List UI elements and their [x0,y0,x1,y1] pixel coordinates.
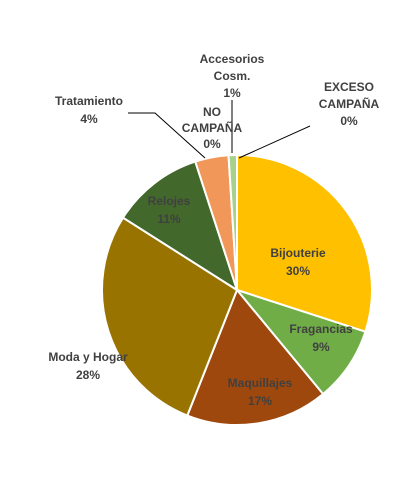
slice-value-tratamiento: 4% [80,112,98,126]
slice-value-accesorios-cosm: 1% [223,86,241,100]
slice-label-bijouterie: Bijouterie 30% [270,246,326,278]
slice-value-exceso-campana: 0% [340,114,358,128]
slice-bijouterie [236,153,373,333]
slice-label-relojes: Relojes 11% [148,194,191,226]
slice-label-maquillajes: Maquillajes 17% [228,376,293,408]
slice-value-no-campana: 0% [203,137,221,151]
slice-label-tratamiento: Tratamiento 4% [55,94,123,126]
slice-relojes [121,160,239,293]
slice-value-moda-y-hogar: 28% [76,368,100,382]
slice-label-exceso-campana: EXCESO CAMPAÑA 0% [319,80,380,128]
slice-label-accesorios-cosm: Accesorios Cosm. 1% [200,52,265,100]
leader-line-tratamiento [128,112,206,159]
slice-accesorios-cosm [227,153,238,291]
slice-moda-y-hogar [101,216,239,417]
slice-label-no-campana: NO CAMPAÑA 0% [182,105,243,151]
slice-value-maquillajes: 17% [248,394,272,408]
slice-maquillajes [186,288,325,426]
slice-label-moda-y-hogar: Moda y Hogar 28% [48,350,128,382]
slice-value-fragancias: 9% [312,340,330,354]
slice-value-relojes: 11% [157,212,181,226]
leader-line-exceso-campana [238,125,311,159]
slice-value-bijouterie: 30% [286,264,310,278]
slice-label-fragancias: Fragancias 9% [289,322,353,354]
